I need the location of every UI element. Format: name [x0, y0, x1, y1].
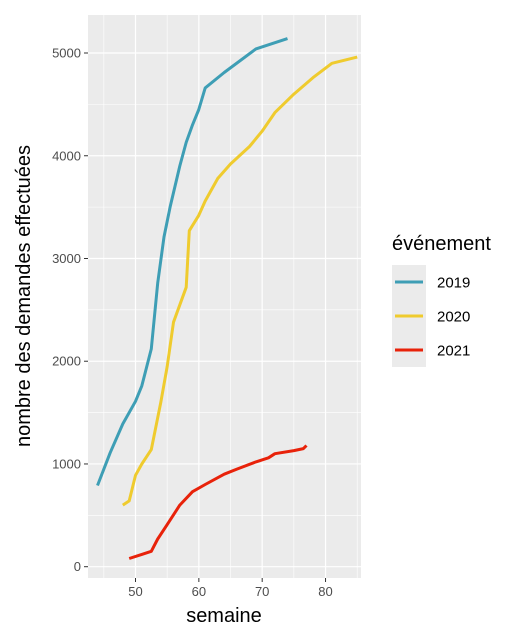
plot-panel [88, 15, 361, 578]
series-line-2019 [96, 37, 288, 487]
x-tick-label: 50 [128, 584, 142, 599]
y-tick-label: 3000 [52, 251, 81, 266]
series-layer [96, 37, 358, 560]
y-tick-label: 5000 [52, 46, 81, 61]
x-tick-label: 60 [192, 584, 206, 599]
legend-title: événement [392, 233, 491, 255]
legend-label-2019: 2019 [437, 275, 470, 292]
y-axis: 0 1000 2000 3000 4000 5000 [52, 46, 88, 574]
legend-label-2021: 2021 [437, 343, 470, 360]
series-line-2021 [128, 444, 308, 560]
series-line-2020 [121, 55, 358, 507]
legend: événement 2019 2020 2021 [392, 233, 491, 367]
minor-grid [88, 15, 361, 578]
x-tick-label: 80 [318, 584, 332, 599]
y-tick-label: 0 [74, 559, 81, 574]
y-tick-label: 2000 [52, 354, 81, 369]
y-axis-title: nombre des demandes effectuées [13, 145, 35, 447]
legend-label-2020: 2020 [437, 309, 470, 326]
x-axis-title: semaine [186, 605, 262, 625]
legend-items: 2019 2020 2021 [392, 265, 470, 367]
x-axis: 50 60 70 80 [128, 578, 333, 599]
y-tick-label: 4000 [52, 148, 81, 163]
y-tick-label: 1000 [52, 456, 81, 471]
x-tick-label: 70 [255, 584, 269, 599]
